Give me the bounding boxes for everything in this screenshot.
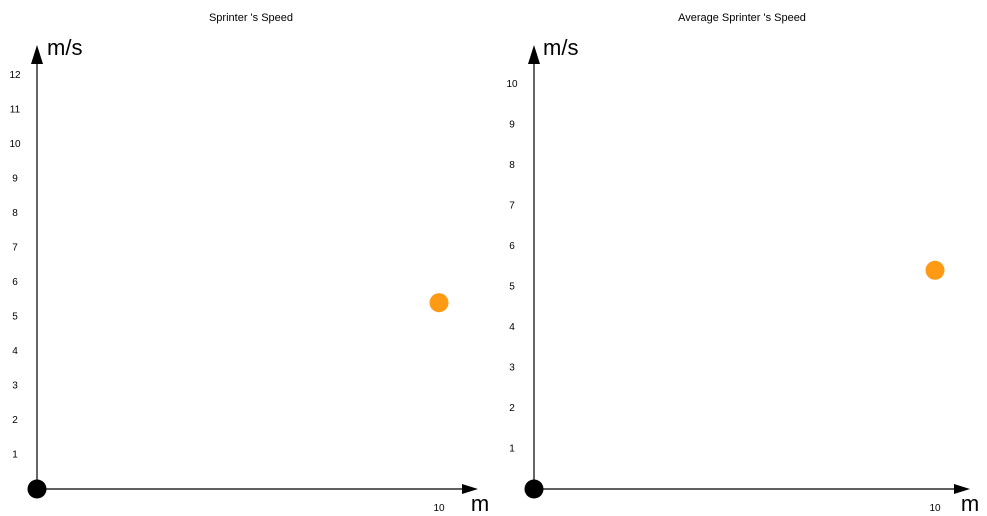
y-tick-label: 7	[509, 201, 515, 212]
x-tick-label: 10	[929, 503, 941, 514]
y-tick-label: 9	[12, 174, 18, 185]
y-axis-arrow-icon	[528, 45, 540, 64]
data-point	[925, 260, 945, 280]
origin-point	[27, 479, 47, 499]
x-tick-label: 10	[433, 503, 445, 514]
chart-title: Average Sprinter 's Speed	[678, 12, 806, 24]
average-sprinter-speed-chart: Average Sprinter 's Speed m/s m 1 2 3 4 5 6 7 8 9 10…	[494, 0, 987, 516]
y-tick-label: 2	[12, 415, 18, 426]
y-tick-label: 12	[9, 70, 21, 81]
data-point	[429, 293, 449, 313]
y-tick-label: 11	[10, 105, 21, 116]
y-tick-label: 7	[12, 243, 18, 254]
y-tick-label: 5	[509, 282, 515, 293]
y-tick-label: 1	[12, 450, 18, 461]
x-axis-label: m	[471, 491, 489, 516]
x-axis-arrow-icon	[954, 484, 970, 494]
y-tick-label: 6	[509, 241, 515, 252]
y-tick-label: 2	[509, 403, 515, 414]
x-axis-label: m	[961, 491, 979, 516]
sprinter-speed-plot: Sprinter 's Speedm/sm1234567891011121020…	[9, 12, 489, 516]
y-tick-label: 10	[9, 139, 21, 150]
y-tick-label: 5	[12, 312, 18, 323]
y-tick-label: 6	[12, 277, 18, 288]
y-tick-label: 3	[12, 381, 18, 392]
x-axis-arrow-icon	[462, 484, 478, 494]
chart-title: Sprinter 's Speed	[209, 12, 293, 24]
sprinter-speed-chart: Sprinter 's Speedm/sm1234567891011121020…	[9, 12, 489, 516]
y-axis-label: m/s	[47, 35, 82, 60]
y-axis-label: m/s	[543, 35, 578, 60]
average-sprinter-speed-plot: Average Sprinter 's Speed m/s m 1 2 3 4 5 6 7 8 9 10…	[506, 12, 979, 516]
y-tick-label: 8	[12, 208, 18, 219]
y-tick-label: 8	[509, 160, 515, 171]
y-tick-label: 9	[509, 120, 515, 131]
origin-point	[524, 479, 544, 499]
y-axis-arrow-icon	[31, 45, 43, 64]
y-tick-label: 1	[509, 444, 515, 455]
y-tick-label: 3	[509, 363, 515, 374]
y-tick-label: 4	[12, 346, 18, 357]
y-tick-label: 4	[509, 322, 515, 333]
y-tick-label: 10	[506, 79, 518, 90]
